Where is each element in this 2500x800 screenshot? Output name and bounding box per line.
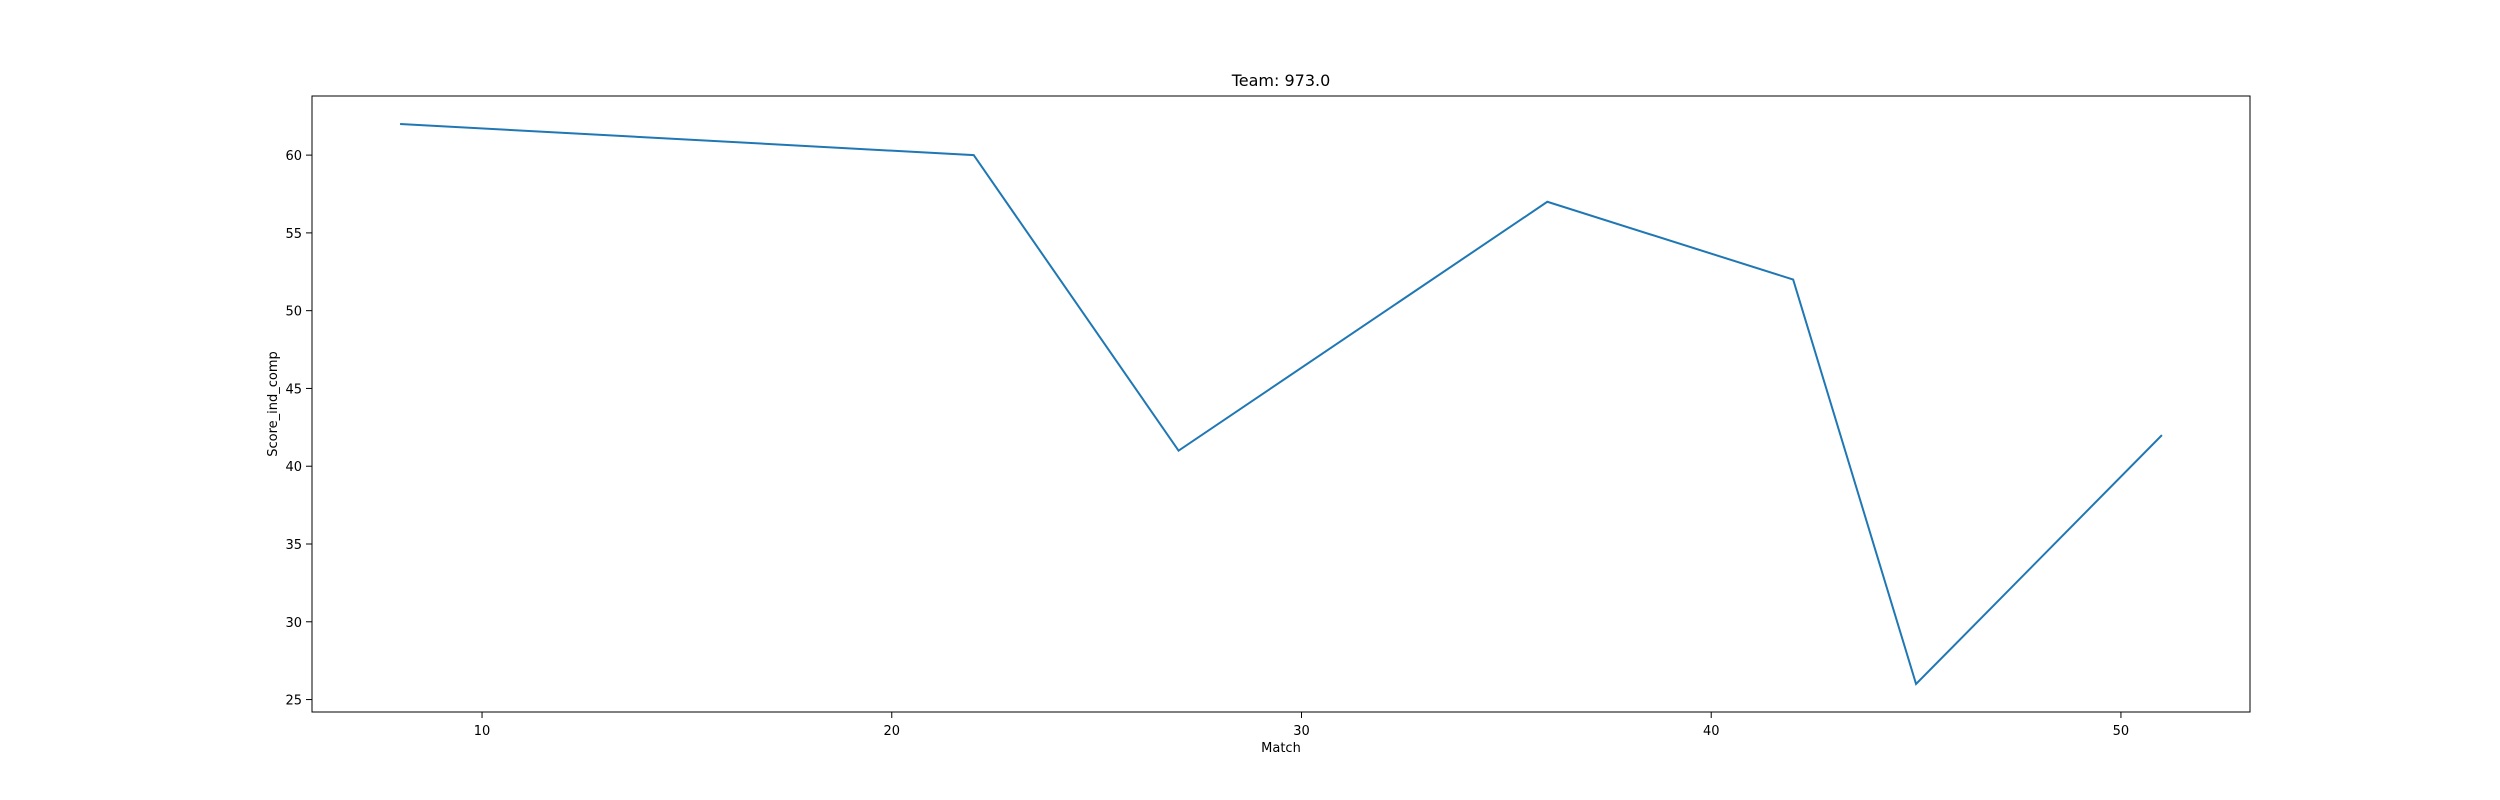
y-tick-label: 50 xyxy=(285,305,302,320)
plot-area-frame xyxy=(311,95,2251,713)
y-tick-label: 55 xyxy=(285,227,302,242)
x-axis-label: Match xyxy=(1261,741,1301,756)
y-axis-label: Score_ind_comp xyxy=(266,351,281,457)
x-tick-label: 50 xyxy=(2113,724,2130,739)
y-tick-label: 35 xyxy=(285,538,302,553)
y-tick-label: 40 xyxy=(285,460,302,475)
x-tick-label: 20 xyxy=(883,724,900,739)
series-layer xyxy=(400,123,2163,686)
x-axis-ticks: 10 20 30 40 50 xyxy=(474,712,2129,739)
series-line xyxy=(400,123,2163,686)
y-tick-label: 25 xyxy=(285,694,302,709)
x-tick-label: 10 xyxy=(474,724,491,739)
y-tick-label: 30 xyxy=(285,616,302,631)
x-tick-label: 30 xyxy=(1293,724,1310,739)
x-tick-label: 40 xyxy=(1703,724,1720,739)
chart-title: Team: 973.0 xyxy=(1231,71,1331,90)
y-tick-label: 45 xyxy=(285,382,302,397)
y-tick-label: 60 xyxy=(285,149,302,164)
y-axis-ticks: 25 30 35 40 45 50 55 60 xyxy=(285,149,312,709)
